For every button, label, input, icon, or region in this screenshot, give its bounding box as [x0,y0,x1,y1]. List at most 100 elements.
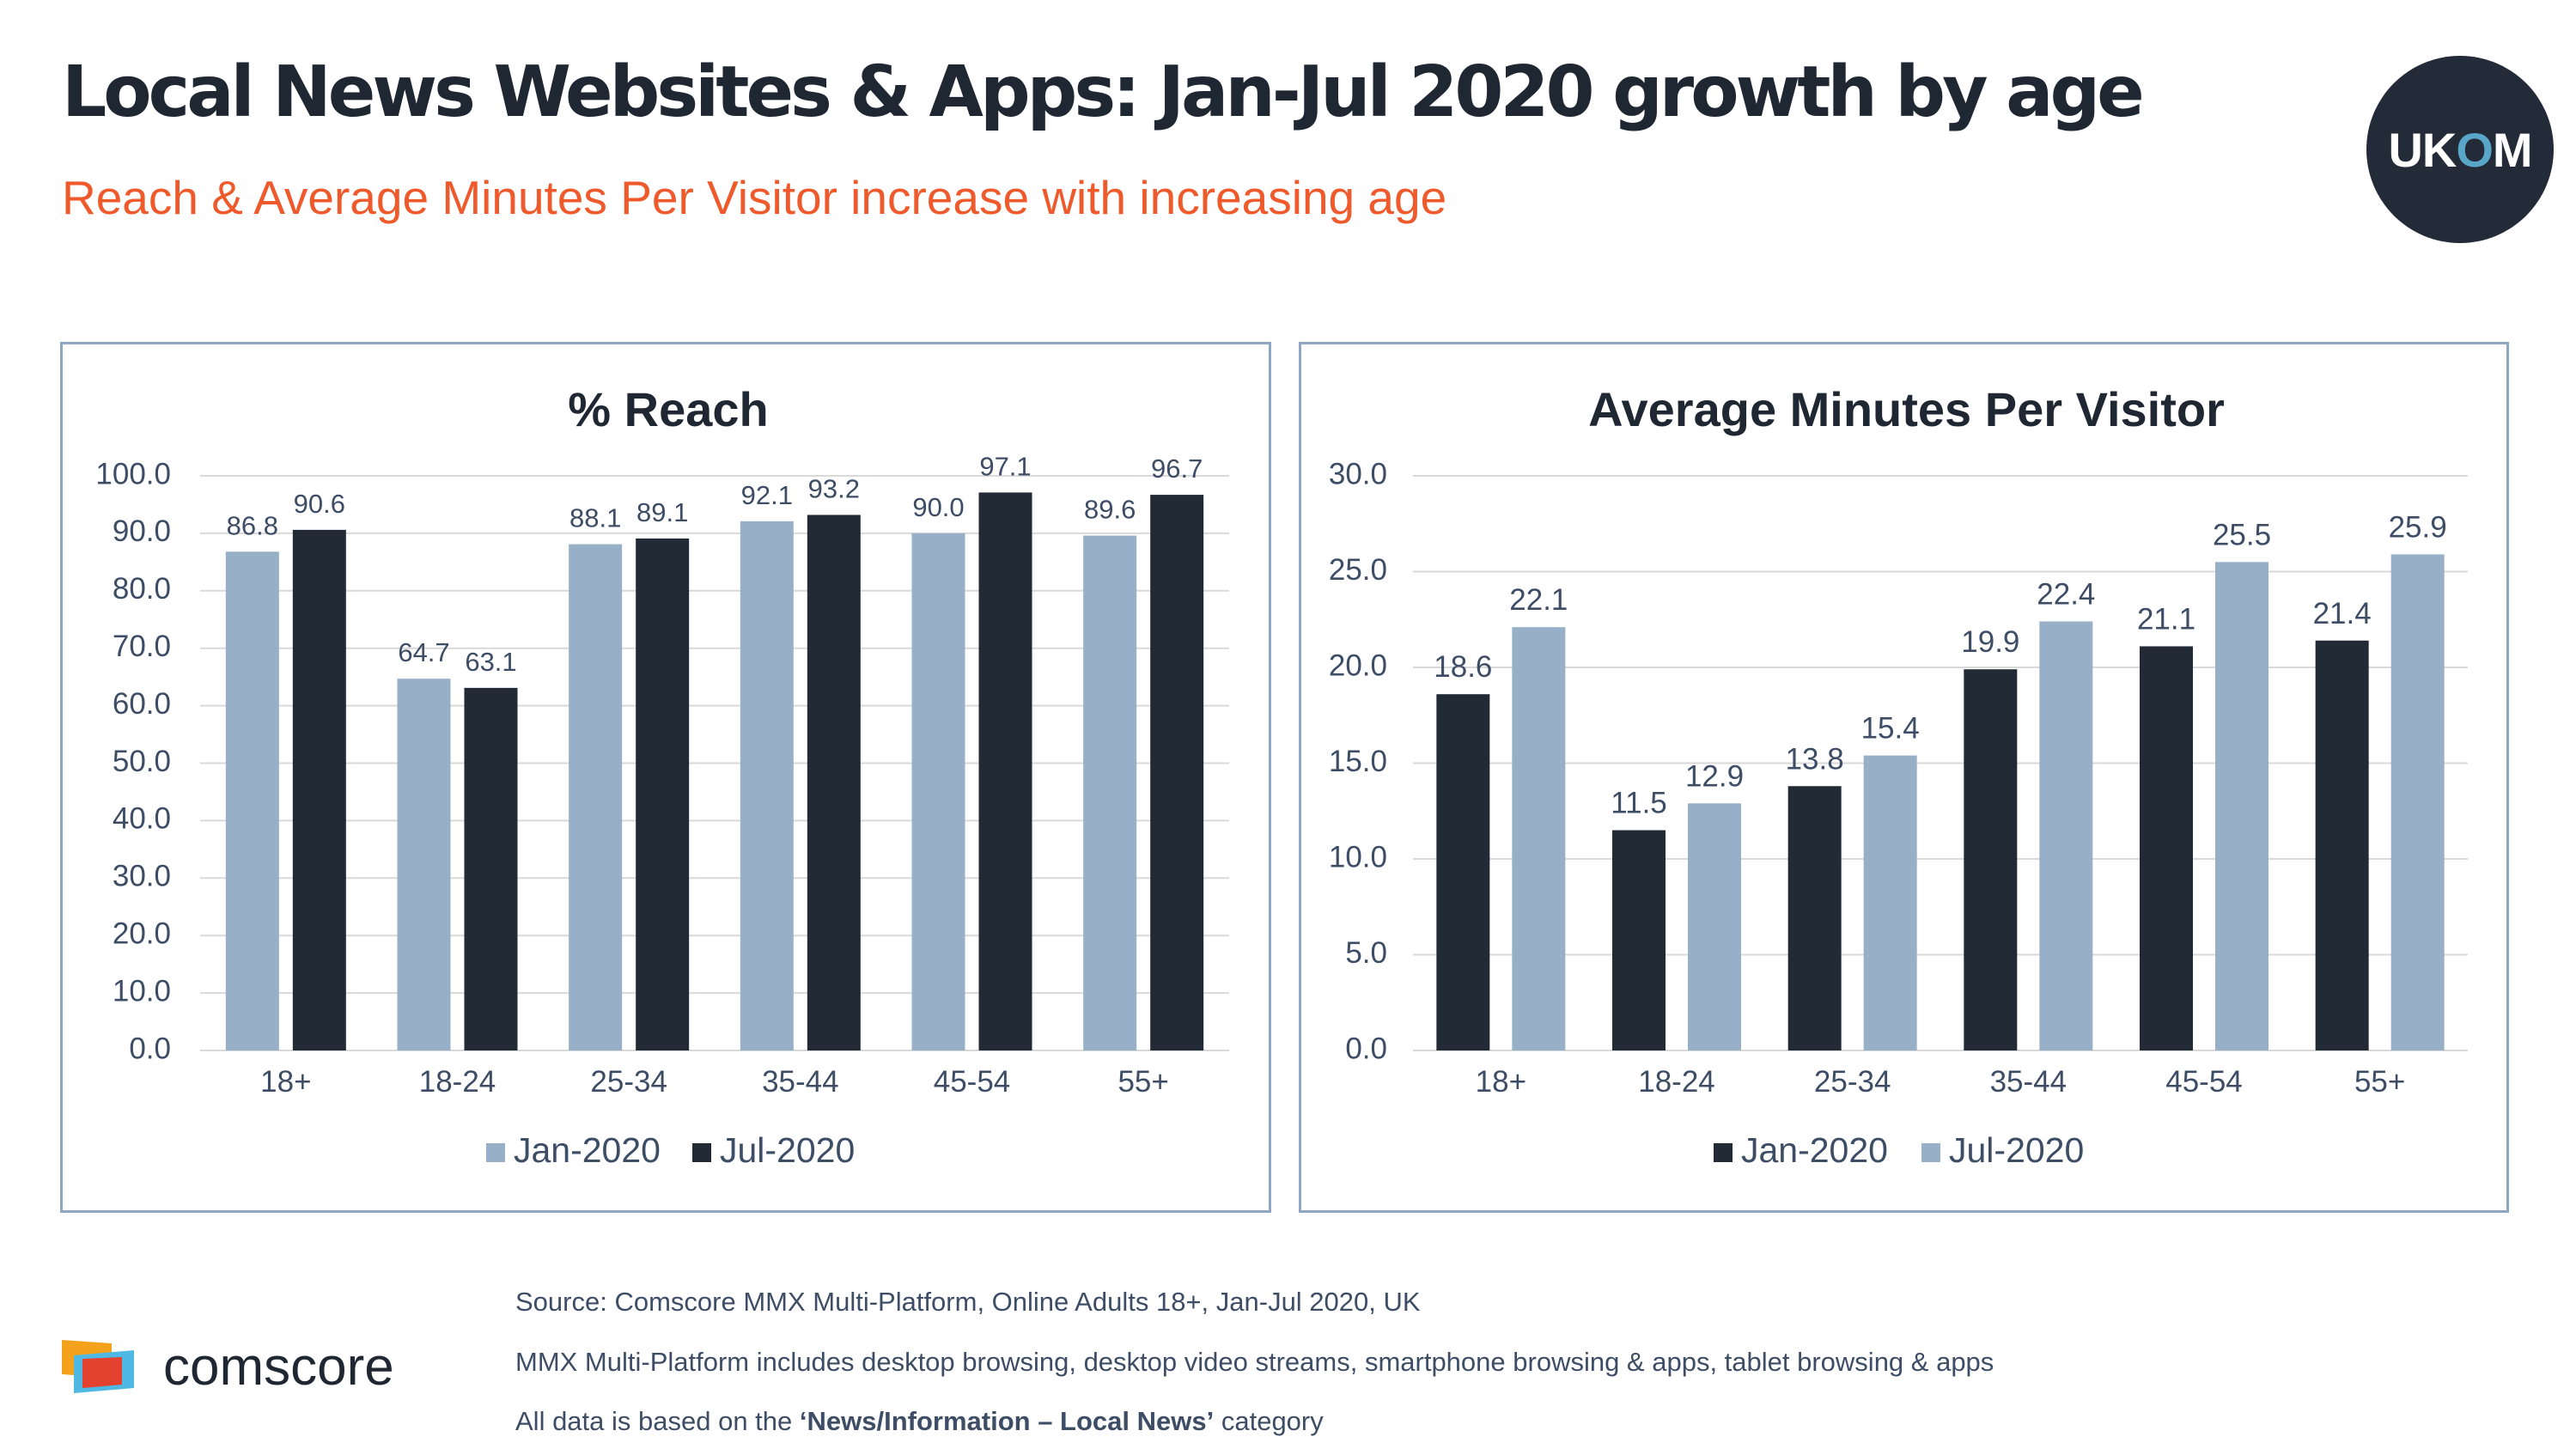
x-category-label: 25-34 [1814,1065,1891,1099]
x-category-label: 45-54 [934,1065,1011,1099]
bar-jul-2020 [2390,554,2445,1050]
data-label: 89.1 [636,497,688,527]
y-tick-label: 20.0 [113,916,171,950]
ukom-logo-o: O [2456,122,2494,177]
data-label: 15.4 [1861,712,1920,746]
y-tick-label: 30.0 [1329,457,1387,490]
y-tick-label: 30.0 [113,860,171,893]
reach-chart: % Reach 0.0 10.0 20.0 30.0 40.0 50.0 60.0 70.0 80… [95,382,1229,1170]
x-category-label: 55+ [2354,1065,2405,1099]
data-label: 22.1 [1509,583,1568,617]
legend-swatch [692,1143,711,1162]
data-label: 86.8 [227,510,278,540]
data-label: 25.5 [2213,518,2271,551]
chart-title: Average Minutes Per Visitor [1588,382,2225,436]
y-tick-label: 60.0 [113,687,171,721]
comscore-wordmark: comscore [163,1337,394,1397]
y-tick-label: 25.0 [1329,553,1387,587]
bar-jul-2020 [2039,621,2093,1050]
bar-jul-2020 [292,529,346,1050]
y-tick-label: 20.0 [1329,648,1387,682]
legend-swatch [486,1143,505,1162]
chart-title: % Reach [568,382,768,436]
y-tick-label: 10.0 [1329,840,1387,874]
data-label: 21.4 [2313,597,2372,630]
data-label: 11.5 [1611,787,1667,820]
minutes-chart-panel: Average Minutes Per Visitor 0.0 5.0 10.0 15.… [1299,342,2509,1213]
category-note-suffix: category [1214,1406,1324,1436]
page-subtitle: Reach & Average Minutes Per Visitor incr… [62,171,1447,224]
category-note-prefix: All data is based on the [515,1406,800,1436]
ukom-logo-uk: UK [2388,122,2457,177]
legend-label: Jul-2020 [720,1130,855,1170]
data-label: 97.1 [979,451,1031,481]
legend-swatch [1714,1143,1733,1162]
ukom-logo: UKOM [2366,56,2554,243]
data-label: 64.7 [398,637,449,667]
bar-jan-2020 [1612,830,1666,1050]
x-category-label: 25-34 [590,1065,667,1099]
y-tick-label: 50.0 [113,745,171,778]
ukom-logo-m: M [2492,122,2533,177]
y-tick-label: 80.0 [113,572,171,606]
bar-jan-2020 [740,521,794,1050]
data-label: 25.9 [2389,510,2447,544]
y-tick-label: 70.0 [113,630,171,663]
category-note: All data is based on the ‘News/Informati… [515,1406,1324,1437]
y-tick-label: 15.0 [1329,745,1387,778]
data-label: 90.0 [912,492,964,522]
bar-jan-2020 [397,679,451,1050]
bar-jul-2020 [1688,803,1741,1050]
data-label: 93.2 [808,473,860,503]
legend-label: Jul-2020 [1949,1130,2084,1170]
data-label: 96.7 [1151,454,1203,484]
data-label: 21.1 [2137,602,2195,636]
bar-jan-2020 [1964,669,2018,1050]
category-note-name: ‘News/Information – Local News’ [799,1406,1215,1436]
y-tick-label: 0.0 [129,1032,171,1065]
x-category-label: 35-44 [762,1065,839,1099]
y-tick-label: 40.0 [113,802,171,836]
comscore-logo-icon [62,1340,134,1393]
legend-label: Jan-2020 [514,1130,661,1170]
x-category-label: 18+ [1476,1065,1526,1099]
data-label: 89.6 [1084,495,1136,525]
data-label: 12.9 [1685,759,1744,793]
bar-jul-2020 [1512,627,1566,1050]
bar-jan-2020 [911,533,965,1050]
bar-jan-2020 [1083,535,1137,1050]
bar-jul-2020 [1863,755,1917,1050]
bar-jan-2020 [225,551,279,1050]
reach-chart-panel: % Reach 0.0 10.0 20.0 30.0 40.0 50.0 60.0 70.0 80… [60,342,1271,1213]
minutes-chart: Average Minutes Per Visitor 0.0 5.0 10.0 15.… [1329,382,2468,1170]
bar-jul-2020 [464,687,518,1050]
page-title: Local News Websites & Apps: Jan-Jul 2020… [62,52,2145,133]
bar-jan-2020 [569,544,623,1050]
bar-jan-2020 [1787,786,1842,1050]
y-tick-label: 10.0 [113,974,171,1008]
data-label: 18.6 [1434,650,1492,684]
data-label: 90.6 [294,489,345,519]
data-label: 19.9 [1961,625,2019,659]
y-tick-label: 90.0 [113,514,171,548]
x-category-label: 18-24 [1638,1065,1715,1099]
x-category-label: 45-54 [2165,1065,2243,1099]
x-category-label: 18+ [260,1065,311,1099]
data-label: 13.8 [1786,742,1844,776]
data-label: 63.1 [465,647,516,677]
data-label: 88.1 [569,503,621,533]
legend-label: Jan-2020 [1741,1130,1888,1170]
x-category-label: 18-24 [419,1065,496,1099]
bar-jan-2020 [2140,646,2193,1050]
data-label: 22.4 [2037,577,2095,611]
bar-jul-2020 [978,492,1032,1050]
platform-note: MMX Multi-Platform includes desktop brow… [515,1347,1994,1377]
bar-jan-2020 [1436,694,1490,1050]
legend-swatch [1921,1143,1940,1162]
source-note: Source: Comscore MMX Multi-Platform, Onl… [515,1287,1421,1317]
y-tick-label: 0.0 [1345,1032,1387,1065]
bar-jul-2020 [636,538,690,1050]
x-category-label: 35-44 [1990,1065,2067,1099]
bar-jul-2020 [1150,495,1204,1050]
y-tick-label: 100.0 [95,457,171,490]
